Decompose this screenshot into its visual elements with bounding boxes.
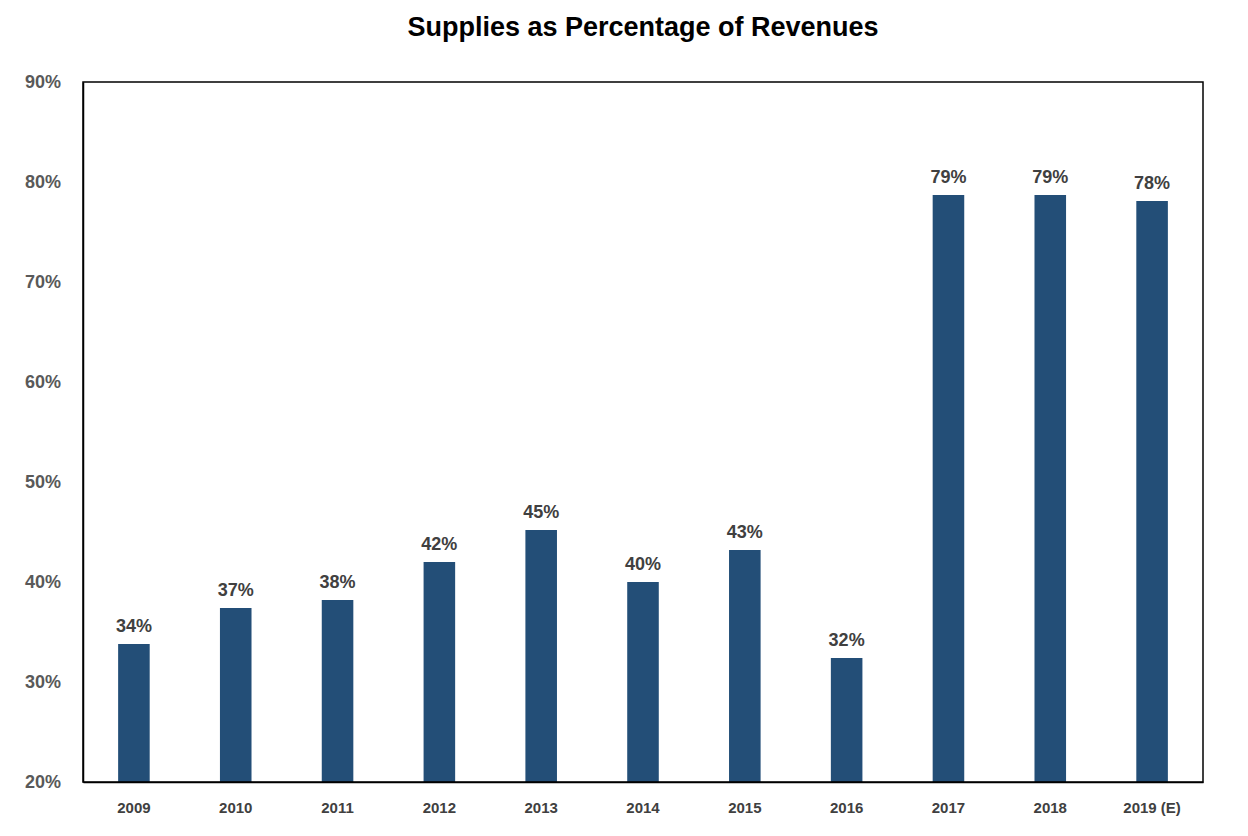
data-label: 78% xyxy=(1134,173,1170,193)
chart: Supplies as Percentage of Revenues 34% 37%… xyxy=(0,0,1248,836)
title: Supplies as Percentage of Revenues xyxy=(407,12,878,42)
bar xyxy=(525,530,557,782)
y-tick: 90% xyxy=(25,72,83,92)
y-tick: 20% xyxy=(25,772,83,792)
bar xyxy=(729,550,761,782)
x-axis: 2009 2010 2011 2012 2013 2014 2015 2016 2017 2018… xyxy=(84,783,1204,816)
data-label: 45% xyxy=(523,502,559,522)
bar xyxy=(322,600,354,782)
bar xyxy=(1136,201,1168,782)
x-tick-label: 2011 xyxy=(321,799,354,816)
x-tick-label: 2014 xyxy=(626,799,660,816)
bar xyxy=(627,582,659,782)
bar xyxy=(933,195,965,782)
y-tick-label: 60% xyxy=(25,372,61,392)
x-tick: 2013 xyxy=(524,799,557,816)
bars xyxy=(118,195,1168,782)
data-label: 38% xyxy=(320,572,356,592)
data-label: 42% xyxy=(421,534,457,554)
x-tick-label: 2016 xyxy=(830,799,863,816)
y-tick: 60% xyxy=(25,372,83,392)
x-axis-line xyxy=(84,782,1204,784)
y-tick-label: 90% xyxy=(25,72,61,92)
data-labels: 34% 37% 38% 42% 45% 40% 43% 32% 79% 79% 78% xyxy=(116,167,1170,650)
y-axis-line xyxy=(83,83,85,783)
x-tick: 2018 xyxy=(1034,799,1067,816)
y-tick: 80% xyxy=(25,172,83,192)
x-tick: 2015 xyxy=(728,799,761,816)
x-tick-label: 2012 xyxy=(423,799,456,816)
data-label: 79% xyxy=(1032,167,1068,187)
y-axis: 20% 30% 40% 50% 60% 70% 80% 90% xyxy=(25,72,84,792)
x-tick: 2017 xyxy=(932,799,965,816)
y-tick-label: 50% xyxy=(25,472,61,492)
data-label: 79% xyxy=(930,167,966,187)
data-label: 32% xyxy=(829,630,865,650)
x-tick-label: 2017 xyxy=(932,799,965,816)
x-tick-label: 2010 xyxy=(219,799,252,816)
x-tick: 2012 xyxy=(423,799,456,816)
y-tick-label: 30% xyxy=(25,672,61,692)
x-tick-label: 2015 xyxy=(728,799,761,816)
bar xyxy=(1034,195,1066,782)
data-label: 43% xyxy=(727,522,763,542)
y-tick-label: 80% xyxy=(25,172,61,192)
y-tick: 50% xyxy=(25,472,83,492)
plot-frame xyxy=(83,82,1203,782)
bar xyxy=(118,644,150,782)
y-tick-label: 20% xyxy=(25,772,61,792)
data-label: 40% xyxy=(625,554,661,574)
x-tick: 2010 xyxy=(219,799,252,816)
x-tick: 2016 xyxy=(830,799,863,816)
y-tick: 40% xyxy=(25,572,83,592)
x-tick-label: 2013 xyxy=(524,799,557,816)
y-tick: 70% xyxy=(25,272,83,292)
y-tick-label: 40% xyxy=(25,572,61,592)
x-tick-label: 2019 (E) xyxy=(1123,799,1181,816)
x-tick: 2019 (E) xyxy=(1123,799,1181,816)
x-tick: 2011 xyxy=(321,799,354,816)
x-tick: 2014 xyxy=(626,799,660,816)
data-label: 37% xyxy=(218,580,254,600)
x-tick-label: 2009 xyxy=(117,799,150,816)
x-tick: 2009 xyxy=(117,799,150,816)
x-tick-label: 2018 xyxy=(1034,799,1067,816)
y-tick-label: 70% xyxy=(25,272,61,292)
bar xyxy=(831,658,863,782)
bar xyxy=(424,562,456,782)
y-tick: 30% xyxy=(25,672,83,692)
bar xyxy=(220,608,252,782)
data-label: 34% xyxy=(116,616,152,636)
